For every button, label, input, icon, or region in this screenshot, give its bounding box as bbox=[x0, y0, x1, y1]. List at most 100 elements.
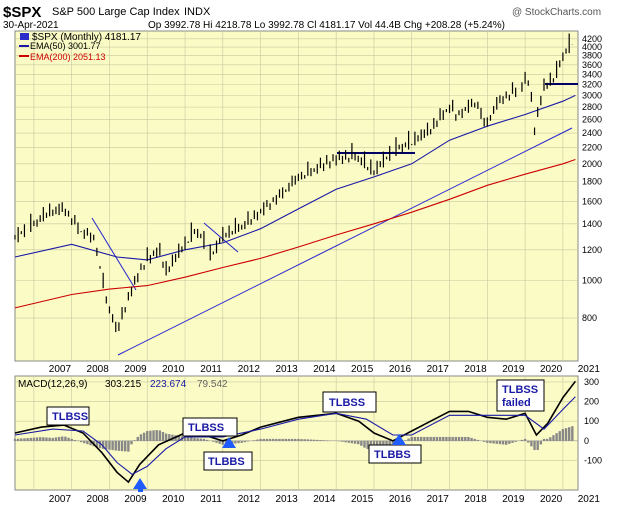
histogram-bar bbox=[467, 436, 470, 441]
y-tick-label: 1800 bbox=[582, 177, 602, 187]
histogram-bar bbox=[410, 436, 413, 441]
y-tick-label: 3200 bbox=[582, 80, 602, 90]
histogram-bar bbox=[26, 438, 29, 441]
histogram-bar bbox=[319, 440, 322, 441]
histogram-bar bbox=[221, 440, 225, 445]
macd-axis: -100 0 100 200 300 bbox=[584, 377, 602, 466]
x-tick-label: 2020 bbox=[540, 364, 563, 375]
histogram-bar bbox=[161, 432, 165, 441]
x-tick-label: 2021 bbox=[578, 364, 601, 375]
histogram-bar bbox=[281, 438, 284, 441]
callout-label-line1: TLBSS bbox=[502, 384, 538, 396]
histogram-bar bbox=[158, 430, 162, 441]
histogram-bar bbox=[492, 440, 495, 444]
histogram-bar bbox=[350, 440, 354, 444]
buy-arrow-icon bbox=[392, 434, 406, 445]
histogram-bar bbox=[451, 436, 454, 441]
stockcharts-watermark: @ StockCharts.com bbox=[512, 7, 601, 18]
histogram-bar bbox=[495, 440, 498, 444]
histogram-bar bbox=[470, 437, 473, 441]
histogram-bar bbox=[564, 428, 568, 441]
quote-date: 30-Apr-2021 bbox=[3, 20, 59, 31]
histogram-bar bbox=[476, 439, 480, 441]
histogram-bar bbox=[67, 437, 70, 441]
x-tick-label: 2008 bbox=[87, 364, 110, 375]
histogram-bar bbox=[89, 440, 92, 446]
callout-label: TLBSS bbox=[188, 422, 224, 434]
histogram-bar bbox=[366, 440, 369, 449]
ema50-line bbox=[14, 94, 576, 261]
x-tick-label: 2015 bbox=[351, 494, 374, 505]
histogram-bar bbox=[23, 438, 26, 441]
histogram-bar bbox=[571, 426, 574, 441]
histogram-bar bbox=[347, 440, 350, 443]
histogram-bar bbox=[268, 438, 272, 441]
histogram-bar bbox=[426, 436, 429, 441]
histogram-bar bbox=[51, 437, 54, 441]
histogram-bar bbox=[527, 440, 530, 443]
histogram-bar bbox=[120, 440, 124, 452]
y-tick-label: 3400 bbox=[582, 69, 602, 79]
histogram-bar bbox=[561, 429, 565, 441]
histogram-bar bbox=[511, 440, 514, 443]
histogram-bar bbox=[246, 440, 250, 442]
histogram-bar bbox=[133, 440, 136, 441]
callout-box bbox=[322, 391, 377, 413]
annotation-tlbbs-2016: TLBBS bbox=[368, 434, 422, 464]
x-tick-label: 2014 bbox=[313, 364, 336, 375]
x-tick-label: 2012 bbox=[238, 364, 261, 375]
histogram-bar bbox=[294, 438, 297, 441]
histogram-bar bbox=[83, 440, 86, 444]
histogram-bar bbox=[385, 440, 388, 448]
histogram-bar bbox=[16, 438, 20, 441]
histogram-bar bbox=[149, 430, 152, 441]
histogram-bar bbox=[155, 430, 158, 441]
callout-label: TLBSS bbox=[52, 411, 88, 423]
price-legend-swatch bbox=[20, 33, 29, 40]
histogram-bar bbox=[429, 436, 432, 441]
x-tick-label: 2007 bbox=[49, 364, 72, 375]
annotation-tlbss-2008: TLBSS bbox=[46, 406, 90, 426]
x-tick-label: 2008 bbox=[87, 494, 110, 505]
histogram-bar bbox=[265, 438, 269, 441]
price-date-axis: 2007 2008 2009 2010 2011 2012 2013 2014 2015 2016… bbox=[49, 364, 601, 375]
histogram-bar bbox=[454, 436, 458, 441]
histogram-bar bbox=[57, 436, 61, 441]
x-tick-label: 2010 bbox=[162, 364, 185, 375]
histogram-bar bbox=[498, 440, 502, 445]
histogram-bar bbox=[353, 440, 357, 444]
ema200-line bbox=[14, 158, 576, 309]
macd-date-axis: 2007 2008 2009 2010 2011 2012 2013 2014 2015 2016… bbox=[49, 494, 601, 505]
2008-downtrend-line bbox=[91, 217, 137, 291]
histogram-bar bbox=[344, 440, 347, 443]
annotation-tlbss-2011: TLBSS bbox=[182, 417, 238, 437]
histogram-bar bbox=[146, 431, 149, 441]
histogram-bar bbox=[142, 432, 146, 441]
macd-legend: MACD(12,26,9) 303.215 223.674 79.542 bbox=[18, 379, 228, 390]
histogram-bar bbox=[442, 436, 445, 441]
histogram-bar bbox=[530, 440, 533, 447]
histogram-bar bbox=[303, 439, 306, 441]
histogram-bar bbox=[111, 440, 114, 451]
histogram-bar bbox=[416, 436, 420, 441]
histogram-bar bbox=[202, 438, 206, 441]
histogram-bar bbox=[73, 439, 77, 441]
histogram-bar bbox=[357, 440, 360, 445]
callout-box bbox=[203, 451, 253, 471]
callout-label: TLBSS failed bbox=[502, 384, 538, 409]
histogram-bar bbox=[520, 439, 524, 441]
macd-tick-label: 0 bbox=[584, 436, 589, 446]
histogram-bar bbox=[278, 438, 281, 441]
histogram-bar bbox=[533, 440, 536, 451]
annotation-tlbbs-2011: TLBBS bbox=[203, 437, 253, 471]
x-tick-label: 2019 bbox=[502, 364, 525, 375]
histogram-bar bbox=[243, 440, 247, 443]
histogram-bar bbox=[438, 436, 442, 441]
price-grid bbox=[15, 31, 578, 361]
macd-line bbox=[14, 380, 577, 484]
histogram-bar bbox=[42, 437, 45, 441]
histogram-bar bbox=[13, 438, 17, 441]
exchange-label: INDX bbox=[184, 6, 211, 18]
callout-box bbox=[46, 406, 90, 426]
histogram-bar bbox=[419, 436, 423, 441]
